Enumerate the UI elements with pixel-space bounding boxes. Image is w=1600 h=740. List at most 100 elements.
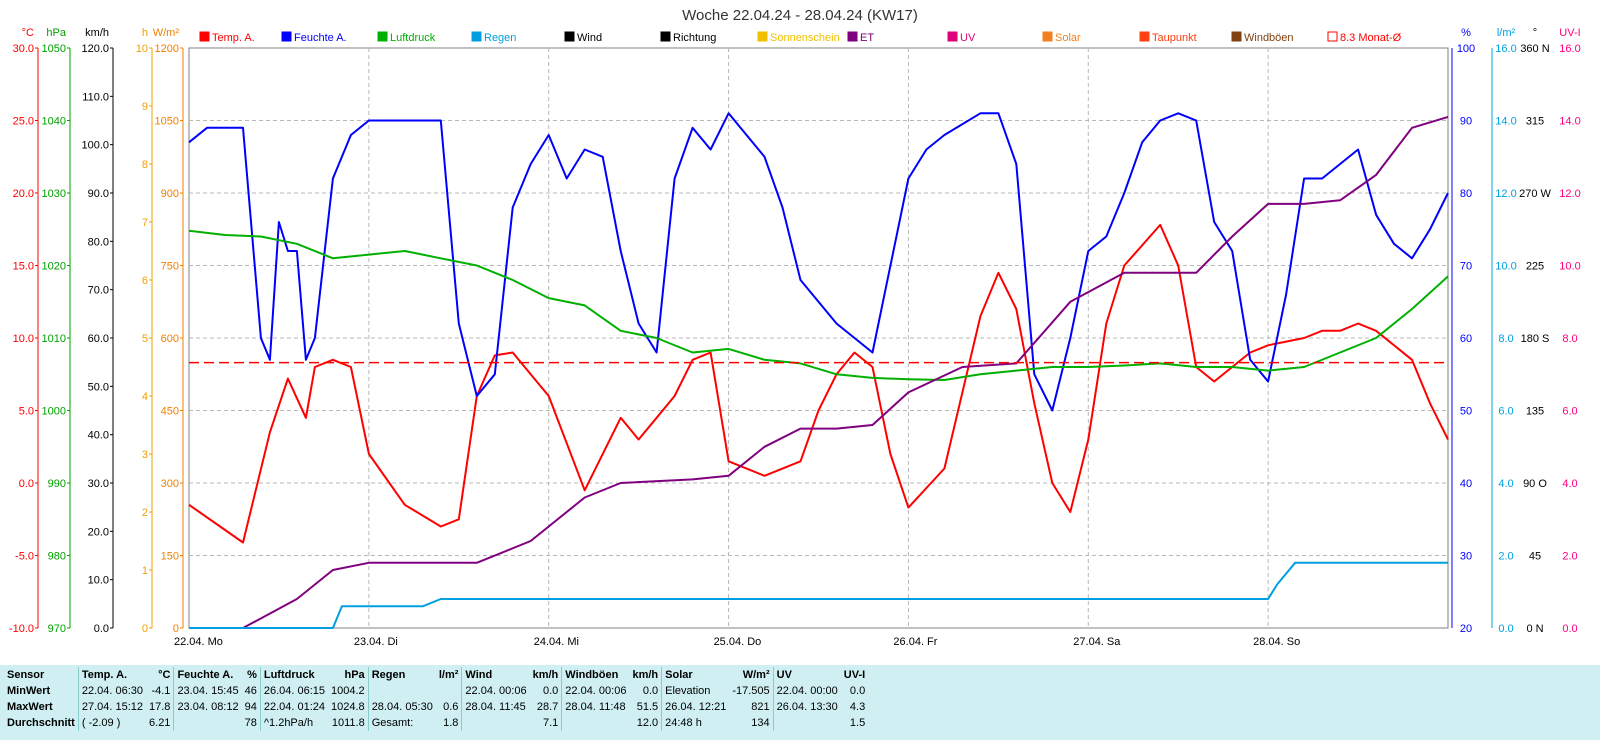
summary-cell-info bbox=[772, 715, 841, 731]
summary-group-name: Luftdruck bbox=[259, 667, 329, 683]
summary-cell-info: 27.04. 15:12 bbox=[77, 699, 147, 715]
x-tick-label: 26.04. Fr bbox=[893, 636, 937, 648]
right-axis-tick-label: 8.0 bbox=[1498, 333, 1513, 345]
summary-cell-value: 28.7 bbox=[536, 701, 559, 713]
x-tick-label: 28.04. So bbox=[1253, 636, 1300, 648]
summary-cell-value: 0.6 bbox=[443, 701, 459, 713]
legend-swatch bbox=[1042, 31, 1053, 42]
left-axis-tick-label: 5 bbox=[142, 333, 148, 345]
summary-grid: Sensor Temp. A. °C Feuchte A.% Luftdruck hPa R… bbox=[4, 667, 868, 731]
series-line-regen bbox=[189, 561, 1448, 629]
legend-swatch bbox=[471, 31, 482, 42]
right-axis-tick-label: 30 bbox=[1460, 551, 1472, 563]
summary-cell-info bbox=[461, 715, 530, 731]
summary-cell-info bbox=[367, 683, 436, 699]
right-axis-tick-label: 0.0 bbox=[1562, 623, 1577, 635]
summary-cell-info: Gesamt: bbox=[367, 715, 436, 731]
summary-group-unit: % bbox=[247, 669, 257, 681]
summary-cell-value: 4.3 bbox=[849, 701, 866, 713]
left-axis-tick-label: 1010 bbox=[42, 333, 66, 345]
x-tick-label: 27.04. Sa bbox=[1073, 636, 1121, 648]
summary-cell-info: 22.04. 00:06 bbox=[461, 683, 530, 699]
left-axis-tick-label: 8 bbox=[142, 159, 148, 171]
left-axis-tick-label: 6 bbox=[142, 275, 148, 287]
right-axis-tick-label: 14.0 bbox=[1559, 116, 1580, 128]
series-line-et bbox=[189, 115, 1449, 629]
legend-label: Wind bbox=[577, 32, 602, 44]
left-axis-tick-label: 25.0 bbox=[13, 116, 34, 128]
summary-row-label: MaxWert bbox=[7, 701, 53, 713]
right-axis-tick-label: 8.0 bbox=[1562, 333, 1577, 345]
series-line-luftdruck bbox=[188, 229, 1449, 381]
legend-label: Regen bbox=[484, 32, 516, 44]
left-axis-tick-label: 0.0 bbox=[19, 478, 34, 490]
right-axis-tick-label: 14.0 bbox=[1495, 116, 1516, 128]
summary-cell-value: 0.0 bbox=[642, 685, 659, 697]
right-axis-unit: l/m² bbox=[1497, 27, 1516, 39]
summary-cell-value: 6.21 bbox=[149, 717, 171, 729]
summary-cell-value: 12.0 bbox=[636, 717, 659, 729]
summary-cell-info: 22.04. 06:30 bbox=[77, 683, 147, 699]
right-axis-tick-label: 40 bbox=[1460, 478, 1472, 490]
left-axis-tick-label: -5.0 bbox=[15, 551, 34, 563]
x-tick-label: 22.04. Mo bbox=[174, 636, 223, 648]
left-axis-tick-label: 9 bbox=[142, 101, 148, 113]
right-axis-tick-label: 6.0 bbox=[1498, 406, 1513, 418]
left-axis-tick-label: 120.0 bbox=[81, 43, 109, 55]
weather-chart: Woche 22.04.24 - 28.04.24 (KW17) 22.04. M… bbox=[9, 7, 1581, 648]
summary-group-unit: W/m² bbox=[742, 669, 770, 681]
right-axis-tick-label: 315 bbox=[1526, 116, 1544, 128]
legend-label: UV bbox=[960, 32, 976, 44]
left-axis-tick-label: 4 bbox=[142, 391, 148, 403]
x-tick-label: 25.04. Do bbox=[714, 636, 762, 648]
left-axis-tick-label: 5.0 bbox=[19, 406, 34, 418]
summary-cell-value: 1.5 bbox=[849, 717, 866, 729]
legend-swatch bbox=[660, 31, 671, 42]
left-axis-tick-label: 10.0 bbox=[13, 333, 34, 345]
summary-cell-value: 1011.8 bbox=[331, 717, 365, 729]
legend-label: Taupunkt bbox=[1152, 32, 1197, 44]
legend-swatch bbox=[947, 31, 958, 42]
summary-row-label: MinWert bbox=[7, 685, 51, 697]
left-axis-tick-label: 0 bbox=[173, 623, 179, 635]
left-axis-tick-label: 900 bbox=[161, 188, 179, 200]
left-axis-tick-label: 60.0 bbox=[88, 333, 109, 345]
left-axis-tick-label: 1 bbox=[142, 565, 148, 577]
summary-cell-value: 0.0 bbox=[542, 685, 559, 697]
right-axis-tick-label: 12.0 bbox=[1495, 188, 1516, 200]
summary-cell-value: -17.505 bbox=[732, 685, 770, 697]
right-axis-tick-label: 2.0 bbox=[1562, 551, 1577, 563]
left-axis-tick-label: 300 bbox=[161, 478, 179, 490]
summary-cell-value: 0.0 bbox=[849, 685, 866, 697]
summary-cell-value: 46 bbox=[244, 685, 257, 697]
summary-cell-info: 22.04. 00:06 bbox=[561, 683, 630, 699]
summary-cell-info: ( -2.09 ) bbox=[77, 715, 147, 731]
summary-group-unit: l/m² bbox=[438, 669, 459, 681]
summary-cell-value: 7.1 bbox=[542, 717, 559, 729]
left-axis-tick-label: 110.0 bbox=[82, 91, 109, 103]
left-axis-tick-label: 40.0 bbox=[88, 430, 109, 442]
legend-swatch bbox=[281, 31, 292, 42]
summary-cell-info: 28.04. 05:30 bbox=[367, 699, 436, 715]
legend-label: Temp. A. bbox=[212, 32, 255, 44]
legend-swatch bbox=[847, 31, 858, 42]
summary-cell-value: 1024.8 bbox=[331, 701, 365, 713]
left-axis-tick-label: 30.0 bbox=[88, 478, 109, 490]
right-axis-tick-label: 10.0 bbox=[1559, 261, 1580, 273]
right-axis-tick-label: 70 bbox=[1460, 261, 1472, 273]
summary-group-name: Temp. A. bbox=[77, 667, 147, 683]
right-axis-tick-label: 20 bbox=[1460, 623, 1472, 635]
summary-cell-info: 26.04. 13:30 bbox=[772, 699, 841, 715]
right-axis-unit: ° bbox=[1533, 27, 1537, 39]
left-axis-tick-label: 600 bbox=[161, 333, 179, 345]
summary-cell-info: 22.04. 01:24 bbox=[259, 699, 329, 715]
summary-cell-value: 134 bbox=[751, 717, 770, 729]
left-axis-tick-label: 1050 bbox=[155, 116, 179, 128]
left-axis-tick-label: 990 bbox=[48, 478, 66, 490]
summary-cell-info: 28.04. 11:45 bbox=[461, 699, 530, 715]
left-axis-tick-label: 750 bbox=[161, 261, 179, 273]
summary-cell-info: 26.04. 12:21 bbox=[661, 699, 730, 715]
left-axis-tick-label: 10.0 bbox=[88, 575, 109, 587]
left-axis-unit: W/m² bbox=[153, 27, 180, 39]
summary-group-unit: °C bbox=[158, 669, 171, 681]
